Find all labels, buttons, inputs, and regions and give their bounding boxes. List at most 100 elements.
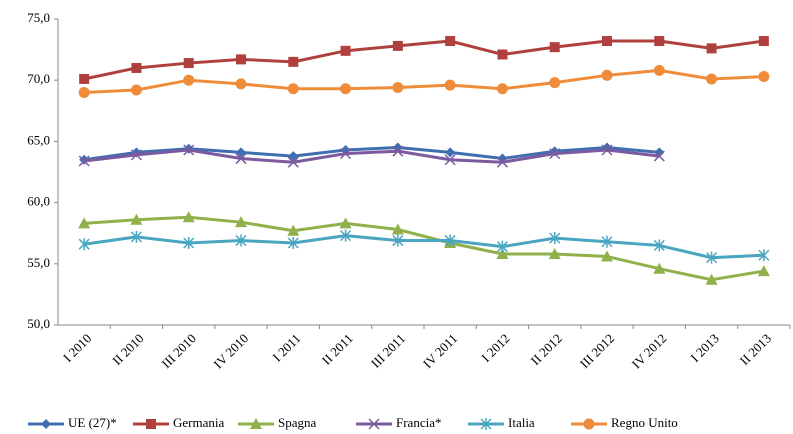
marker [250, 418, 262, 429]
marker [288, 151, 299, 162]
marker [236, 54, 246, 65]
marker [705, 273, 718, 285]
y-tick-label: 65,0 [27, 132, 50, 147]
y-tick-label: 75,0 [27, 10, 50, 25]
marker [758, 36, 769, 47]
marker [368, 418, 380, 430]
legend-label: Regno Unito [611, 415, 678, 430]
marker [601, 235, 613, 248]
legend-label: Francia* [396, 415, 441, 430]
marker [601, 144, 613, 156]
marker [392, 40, 403, 51]
marker [130, 84, 142, 96]
marker [287, 224, 300, 236]
marker [653, 150, 665, 162]
x-tick-label: III 2010 [158, 331, 198, 371]
marker [41, 419, 51, 429]
x-tick-label: IV 2010 [210, 331, 251, 372]
marker [235, 78, 247, 90]
marker [339, 217, 352, 229]
x-tick-label: II 2010 [109, 331, 146, 368]
legend-label: Germania [173, 415, 224, 430]
marker [654, 36, 665, 47]
marker [444, 154, 456, 166]
x-tick-label: I 2012 [478, 331, 512, 365]
marker [496, 248, 509, 260]
marker [653, 262, 666, 274]
marker [235, 234, 247, 247]
marker [706, 251, 718, 264]
y-tick-label: 60,0 [27, 194, 50, 209]
marker [496, 83, 508, 95]
marker [444, 79, 456, 91]
marker [79, 73, 90, 84]
marker [288, 56, 299, 67]
y-tick-label: 70,0 [27, 71, 50, 86]
x-tick-label: I 2011 [269, 331, 303, 365]
marker [287, 156, 299, 168]
marker [183, 58, 194, 69]
x-tick-label: IV 2012 [629, 331, 670, 372]
marker [601, 250, 613, 262]
series-line [83, 234, 764, 260]
marker [496, 240, 508, 253]
legend-label: Italia [508, 415, 535, 430]
marker [706, 73, 718, 85]
marker [653, 64, 665, 76]
marker [287, 236, 299, 249]
marker [392, 234, 404, 247]
marker [78, 155, 90, 167]
series-line [84, 215, 765, 282]
marker [130, 230, 142, 243]
series-line [83, 148, 660, 164]
x-tick-label: III 2012 [577, 331, 617, 371]
marker [130, 213, 143, 225]
marker [653, 239, 665, 252]
marker [236, 147, 246, 158]
marker [391, 223, 404, 235]
series-line [83, 39, 765, 81]
marker [549, 77, 561, 89]
marker [78, 217, 91, 229]
y-tick-label: 55,0 [27, 255, 50, 270]
marker [549, 148, 561, 160]
marker [758, 249, 770, 262]
marker [548, 248, 561, 260]
marker [445, 36, 456, 47]
marker [340, 45, 351, 56]
marker [601, 69, 613, 81]
marker [445, 147, 456, 158]
x-tick-label: II 2011 [319, 331, 356, 368]
marker [78, 238, 90, 251]
marker [340, 148, 352, 160]
marker [497, 49, 508, 60]
marker [78, 86, 90, 98]
y-tick-label: 50,0 [27, 316, 50, 331]
marker [444, 234, 456, 247]
marker [496, 156, 508, 168]
marker [146, 419, 156, 429]
series-line [84, 68, 764, 94]
marker [549, 42, 560, 53]
marker [130, 149, 142, 161]
x-tick-label: II 2013 [737, 331, 774, 368]
marker [340, 83, 352, 95]
marker [549, 232, 561, 245]
marker [392, 145, 404, 157]
marker [706, 43, 717, 54]
marker [758, 71, 770, 83]
marker [235, 216, 247, 228]
marker [392, 82, 404, 94]
legend-label: UE (27)* [68, 415, 117, 430]
marker [480, 418, 492, 430]
marker [183, 144, 195, 156]
marker [183, 74, 195, 86]
marker [340, 229, 352, 242]
x-tick-label: II 2012 [528, 331, 565, 368]
marker [583, 418, 595, 430]
marker [131, 62, 142, 73]
legend-label: Spagna [278, 415, 317, 430]
x-tick-label: I 2010 [60, 331, 94, 365]
marker [602, 36, 612, 47]
